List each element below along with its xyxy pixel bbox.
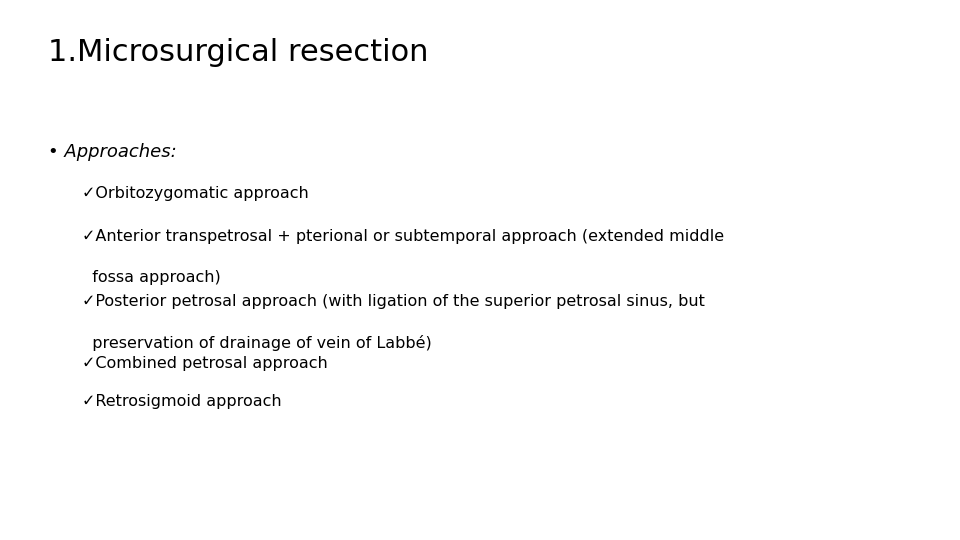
Text: 1.Microsurgical resection: 1.Microsurgical resection — [48, 38, 428, 67]
Text: ✓Retrosigmoid approach: ✓Retrosigmoid approach — [82, 394, 281, 409]
Text: preservation of drainage of vein of Labbé): preservation of drainage of vein of Labb… — [82, 335, 431, 351]
Text: ✓Posterior petrosal approach (with ligation of the superior petrosal sinus, but: ✓Posterior petrosal approach (with ligat… — [82, 294, 705, 309]
Text: ✓Orbitozygomatic approach: ✓Orbitozygomatic approach — [82, 186, 308, 201]
Text: fossa approach): fossa approach) — [82, 270, 221, 285]
Text: ✓Anterior transpetrosal + pterional or subtemporal approach (extended middle: ✓Anterior transpetrosal + pterional or s… — [82, 230, 724, 245]
Text: • Approaches:: • Approaches: — [48, 143, 177, 161]
Text: ✓Combined petrosal approach: ✓Combined petrosal approach — [82, 356, 327, 372]
